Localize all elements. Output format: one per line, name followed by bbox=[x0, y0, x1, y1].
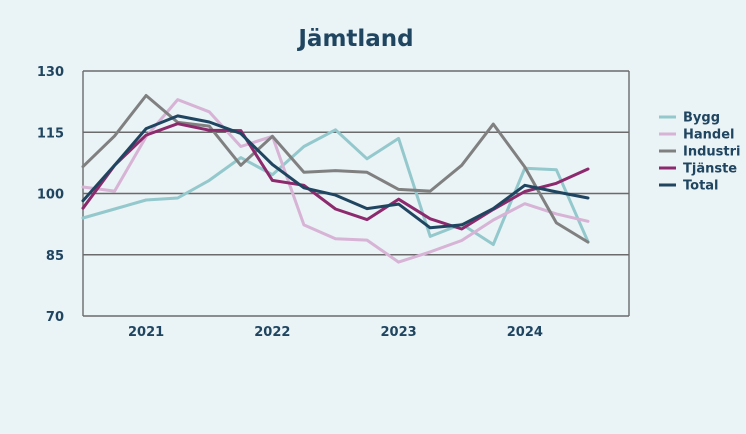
series-line-tjänste bbox=[81, 122, 590, 231]
chart-title: Jämtland bbox=[296, 26, 413, 52]
series-lines bbox=[81, 94, 590, 264]
y-tick-label: 100 bbox=[37, 188, 64, 203]
grid-lines bbox=[83, 70, 629, 317]
x-tick-label: 2023 bbox=[381, 325, 417, 340]
y-tick-label: 70 bbox=[46, 310, 64, 325]
y-tick-label: 85 bbox=[46, 249, 64, 264]
x-tick-label: 2021 bbox=[128, 325, 164, 340]
legend-label: Tjänste bbox=[683, 162, 737, 177]
y-tick-label: 115 bbox=[37, 126, 64, 141]
series-line-industri bbox=[81, 94, 590, 244]
plot-area bbox=[82, 71, 630, 316]
x-tick-label: 2022 bbox=[254, 325, 290, 340]
series-line-bygg bbox=[81, 128, 590, 246]
legend-label: Total bbox=[683, 179, 719, 194]
x-axis: 2021 2022 2023 2024 bbox=[128, 325, 543, 340]
legend-label: Handel bbox=[683, 128, 735, 143]
legend-label: Industri bbox=[683, 145, 740, 160]
legend: Bygg Handel Industri Tjänste Total bbox=[659, 111, 740, 194]
x-tick-label: 2024 bbox=[507, 325, 543, 340]
series-line-total bbox=[81, 114, 590, 230]
y-axis: 70 85 100 115 130 bbox=[37, 65, 64, 325]
legend-label: Bygg bbox=[683, 111, 720, 126]
y-tick-label: 130 bbox=[37, 65, 64, 80]
